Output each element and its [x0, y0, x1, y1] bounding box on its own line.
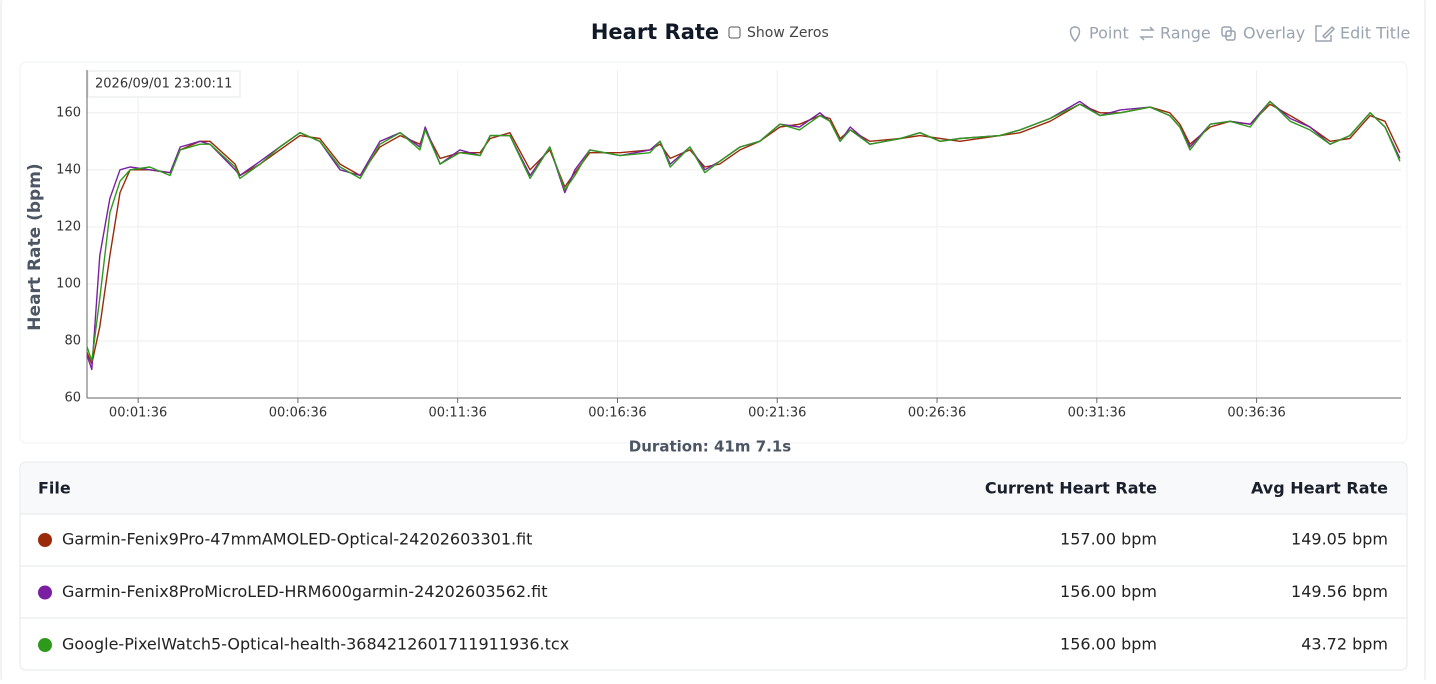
point-button[interactable]: Point: [1089, 24, 1129, 43]
plot: 60 80 100 120 140 160 00:01:36 00:06:36 00:11:36…: [56, 70, 1401, 421]
legend-dot: [38, 585, 52, 600]
edit-icon: [1315, 25, 1336, 42]
column-header: Current Heart Rate: [985, 479, 1157, 498]
y-tick-label: 60: [64, 391, 81, 406]
file-name: Garmin-Fenix8ProMicroLED-HRM600garmin-24…: [62, 582, 548, 601]
checkbox[interactable]: [728, 26, 741, 39]
x-tick-label: 00:06:36: [269, 406, 327, 421]
x-tick-label: 00:21:36: [748, 406, 806, 421]
avg-value: 43.72 bpm: [1301, 635, 1388, 654]
point-icon: [1069, 26, 1081, 43]
x-tick-label: 00:01:36: [109, 406, 167, 421]
current-value: 156.00 bpm: [1060, 582, 1157, 601]
x-tick-label: 00:11:36: [429, 406, 487, 421]
current-value: 156.00 bpm: [1060, 635, 1157, 654]
column-header: File: [38, 479, 71, 498]
column-header: Avg Heart Rate: [1251, 479, 1388, 498]
range-icon: [1139, 26, 1155, 41]
y-tick-label: 120: [56, 219, 81, 234]
avg-value: 149.05 bpm: [1291, 530, 1388, 549]
table-header: [21, 463, 1406, 514]
y-tick-label: 160: [56, 105, 81, 120]
overlay-button[interactable]: Overlay: [1243, 24, 1305, 43]
y-tick-label: 80: [64, 333, 81, 348]
icons: [1069, 25, 1336, 43]
y-tick-label: 140: [56, 162, 81, 177]
y-tick-label: 100: [56, 276, 81, 291]
tooltip-box: [87, 70, 241, 98]
avg-value: 149.56 bpm: [1291, 582, 1388, 601]
y-axis-label: Heart Rate (bpm): [25, 163, 45, 330]
overlay-icon: [1225, 30, 1236, 41]
file-name: Garmin-Fenix9Pro-47mmAMOLED-Optical-2420…: [62, 530, 532, 549]
x-tick-label: 00:16:36: [588, 406, 646, 421]
table-body: Garmin-Fenix9Pro-47mmAMOLED-Optical-2420…: [38, 530, 1388, 654]
current-value: 157.00 bpm: [1060, 530, 1157, 549]
checkbox-label[interactable]: Show Zeros: [747, 25, 829, 41]
range-button[interactable]: Range: [1160, 24, 1211, 43]
title: Heart Rate: [591, 20, 719, 44]
file-name: Google-PixelWatch5-Optical-health-368421…: [62, 635, 569, 654]
legend-dot: [38, 638, 52, 652]
legend-dot: [38, 533, 52, 547]
chart-box: [19, 61, 1408, 444]
x-tick-label: 00:31:36: [1068, 406, 1126, 421]
edit-title-button[interactable]: Edit Title: [1340, 24, 1410, 43]
x-tick-label: 00:26:36: [908, 406, 966, 421]
duration: Duration: 41m 7.1s: [629, 438, 791, 456]
tooltip: 2026/09/01 23:00:11: [95, 77, 232, 92]
x-tick-label: 00:36:36: [1227, 406, 1285, 421]
series-line: [86, 100, 1401, 362]
